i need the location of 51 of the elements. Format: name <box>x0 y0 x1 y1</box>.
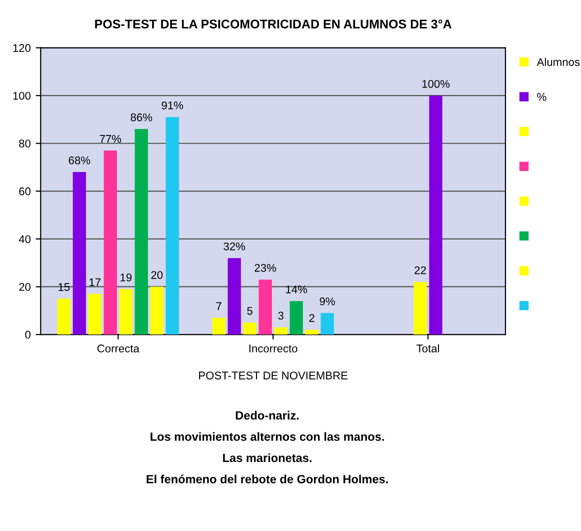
bar <box>104 150 117 335</box>
x-axis-title: POST-TEST DE NOVIEMBRE <box>199 372 348 380</box>
y-tick-label: 80 <box>19 140 31 148</box>
x-tick-label: Correcta <box>97 344 140 352</box>
data-label: 91% <box>162 101 184 110</box>
data-label: 9% <box>320 297 335 306</box>
data-label: 2 <box>309 314 314 322</box>
text: Las marionetas. <box>223 453 312 462</box>
bar <box>134 129 148 335</box>
data-label: 14% <box>286 286 308 294</box>
y-tick-label: 100 <box>13 92 31 100</box>
bar <box>88 294 102 335</box>
text: Los movimientos alternos con las manos. <box>150 432 384 441</box>
data-label: 20 <box>151 271 163 279</box>
y-tick-label: 120 <box>13 44 31 52</box>
bar <box>290 301 303 335</box>
bar <box>320 313 334 335</box>
data-label: 86% <box>130 113 152 122</box>
y-tick-label: 20 <box>19 283 31 291</box>
data-label: 77% <box>100 134 122 143</box>
bar <box>166 117 179 335</box>
x-tick-label: Incorrecto <box>249 344 298 352</box>
text: Dedo-nariz. <box>236 410 299 420</box>
bar <box>57 298 70 335</box>
y-tick-label: 0 <box>25 330 31 339</box>
y-tick-label: 60 <box>19 187 31 196</box>
bar <box>212 318 226 335</box>
bar <box>274 327 288 335</box>
chart-title: POS-TEST DE LA PSICOMOTRICIDAD EN ALUMNOS DE 3°A <box>95 20 452 28</box>
data-label: 100% <box>422 80 450 88</box>
bar <box>119 289 132 335</box>
data-label: 68% <box>68 156 90 164</box>
text: El fenómeno del rebote de Gordon Holmes. <box>146 474 388 484</box>
bar <box>150 286 164 335</box>
x-tick-label: Total <box>416 344 439 352</box>
data-label: 22 <box>414 266 426 274</box>
data-label: 7 <box>216 302 222 310</box>
data-label: 5 <box>247 307 252 315</box>
data-label: 17 <box>90 278 101 286</box>
bar <box>72 172 86 335</box>
bar <box>305 330 318 335</box>
bar <box>228 258 241 335</box>
bar <box>243 322 256 335</box>
y-tick-label: 40 <box>18 235 31 244</box>
data-label: 23% <box>254 264 276 272</box>
data-label: 19 <box>120 274 132 282</box>
bar <box>258 280 272 335</box>
data-label: 32% <box>224 242 246 250</box>
legend-label: Alumnos <box>536 58 580 66</box>
data-label: 3 <box>278 312 284 320</box>
legend-label: % <box>537 92 546 101</box>
